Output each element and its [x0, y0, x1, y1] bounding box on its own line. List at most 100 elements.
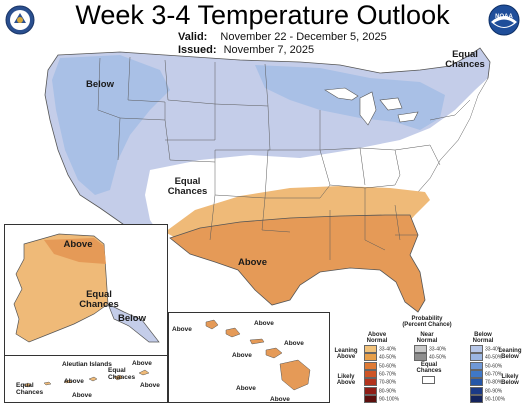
noaa-logo-text: NOAA [495, 14, 513, 20]
hawaii-island-maui [265, 347, 283, 359]
aleutian-islands-shape [23, 369, 150, 388]
legend-near-range-label: 40-50% [429, 354, 447, 361]
legend-below-swatch [470, 386, 483, 395]
legend-below-range-label: 70-80% [485, 379, 503, 386]
legend-below-row: 70-80% [470, 378, 505, 387]
conus-label-equal-central: Equal Chances [167, 176, 208, 197]
legend-near-swatch [414, 353, 427, 362]
legend-equal-head: Equal Chances [416, 362, 442, 374]
noaa-logo-icon: NOAA [488, 4, 520, 36]
legend-below-range-label: 33-40% [485, 346, 503, 353]
aleutian-inset [4, 355, 168, 403]
issued-value: November 7, 2025 [223, 44, 315, 56]
hawaii-map [205, 319, 311, 391]
legend-below-row: 90-100% [470, 394, 506, 403]
valid-dates: Valid: November 22 - December 5, 2025 [178, 31, 387, 43]
valid-value: November 22 - December 5, 2025 [220, 31, 387, 43]
hawaii-label-0: Above [172, 326, 192, 333]
legend-near-row: 40-50% [414, 353, 447, 362]
legend-near-row: 33-40% [414, 345, 446, 353]
legend-below-swatch [470, 361, 483, 370]
legend-above-row: 90-100% [364, 394, 400, 403]
conus-above-mid [169, 214, 426, 313]
legend-near-column: 33-40% 40-50% [414, 345, 446, 362]
alaska-map [13, 233, 160, 343]
state-boundaries [97, 56, 471, 260]
hawaii-inset [168, 312, 330, 403]
aleutian-map [23, 369, 150, 388]
page-title: Week 3-4 Temperature Outlook [75, 0, 450, 30]
legend-above-row: 50-60% [364, 361, 399, 370]
legend-below-row: 80-90% [470, 386, 505, 395]
legend-below-row: 40-50% [470, 353, 505, 362]
issued-date: Issued: November 7, 2025 [178, 44, 314, 56]
legend-above-row: 70-80% [364, 378, 399, 387]
legend: Probability (Percent Chance) Above Normal … [332, 312, 522, 404]
legend-below-range-label: 90-100% [485, 396, 506, 403]
legend-above-swatch [364, 378, 377, 387]
legend-below-row: 33-40% [470, 345, 505, 353]
legend-above-range-label: 80-90% [379, 387, 397, 394]
legend-likely-below: Likely Below [501, 374, 519, 386]
legend-leaning-above: Leaning Above [334, 348, 358, 360]
aleutian-label-above-3: Above [132, 360, 152, 367]
legend-below-range-label: 60-70% [485, 371, 503, 378]
legend-above-row: 60-70% [364, 369, 399, 378]
aleutian-title: Aleutian Islands [62, 361, 112, 368]
legend-below-swatch [470, 394, 483, 403]
legend-title: Probability (Percent Chance) [402, 316, 452, 328]
legend-above-range-label: 40-50% [379, 354, 397, 361]
aleutian-label-above-2: Above [72, 392, 92, 399]
legend-below-head: Below Normal [472, 332, 494, 344]
legend-below-range-label: 40-50% [485, 354, 503, 361]
legend-below-column: 33-40% 40-50% 50-60% 60-70% 70-80% 80-90% 90-1… [470, 345, 505, 403]
seal-icon [5, 5, 35, 35]
legend-above-swatch [364, 345, 377, 353]
legend-above-swatch [364, 353, 377, 362]
aleutian-label-equal-right: Equal Chances [108, 367, 136, 381]
alaska-label-equal: Equal Chances [79, 289, 119, 310]
hawaii-label-4: Above [236, 385, 256, 392]
legend-above-range-label: 33-40% [379, 346, 397, 353]
legend-above-range-label: 70-80% [379, 379, 397, 386]
legend-near-swatch [414, 345, 427, 353]
legend-above-swatch [364, 394, 377, 403]
legend-above-row: 33-40% [364, 345, 399, 353]
great-lakes [324, 87, 419, 126]
alaska-below-panhandle [107, 303, 160, 343]
hawaii-label-2: Above [232, 352, 252, 359]
hawaii-island-kauai [205, 319, 219, 330]
conus-label-above: Above [237, 257, 268, 268]
issued-label: Issued: [178, 44, 217, 56]
alaska-above-north [44, 238, 106, 264]
legend-above-row: 40-50% [364, 353, 399, 362]
legend-below-range-label: 80-90% [485, 387, 503, 394]
legend-below-swatch [470, 353, 483, 362]
legend-above-range-label: 90-100% [379, 396, 400, 403]
valid-label: Valid: [178, 31, 208, 43]
legend-above-swatch [364, 369, 377, 378]
hawaii-label-5: Above [270, 396, 290, 403]
hawaii-island-oahu [225, 327, 241, 338]
aleutian-label-above-4: Above [140, 382, 160, 389]
conus-below-mid-nw [52, 55, 170, 195]
legend-below-range-label: 50-60% [485, 362, 503, 369]
legend-likely-above: Likely Above [336, 374, 356, 386]
legend-above-swatch [364, 386, 377, 395]
legend-above-range-label: 60-70% [379, 371, 397, 378]
legend-above-row: 80-90% [364, 386, 399, 395]
legend-below-swatch [470, 378, 483, 387]
hawaii-label-3: Above [284, 340, 304, 347]
legend-above-range-label: 50-60% [379, 362, 397, 369]
legend-above-head: Above Normal [366, 332, 388, 344]
alaska-label-below: Below [118, 313, 146, 324]
legend-below-row: 60-70% [470, 369, 505, 378]
conus-label-below: Below [86, 79, 114, 90]
legend-near-range-label: 33-40% [429, 346, 447, 353]
aleutian-label-above-1: Above [64, 378, 84, 385]
legend-below-row: 50-60% [470, 361, 505, 370]
hawaii-island-big [279, 359, 311, 391]
legend-above-column: 33-40% 40-50% 50-60% 60-70% 70-80% 80-90% 90-1… [364, 345, 399, 403]
aleutian-label-equal-left: Equal Chances [16, 382, 44, 396]
alaska-label-above: Above [63, 239, 93, 250]
